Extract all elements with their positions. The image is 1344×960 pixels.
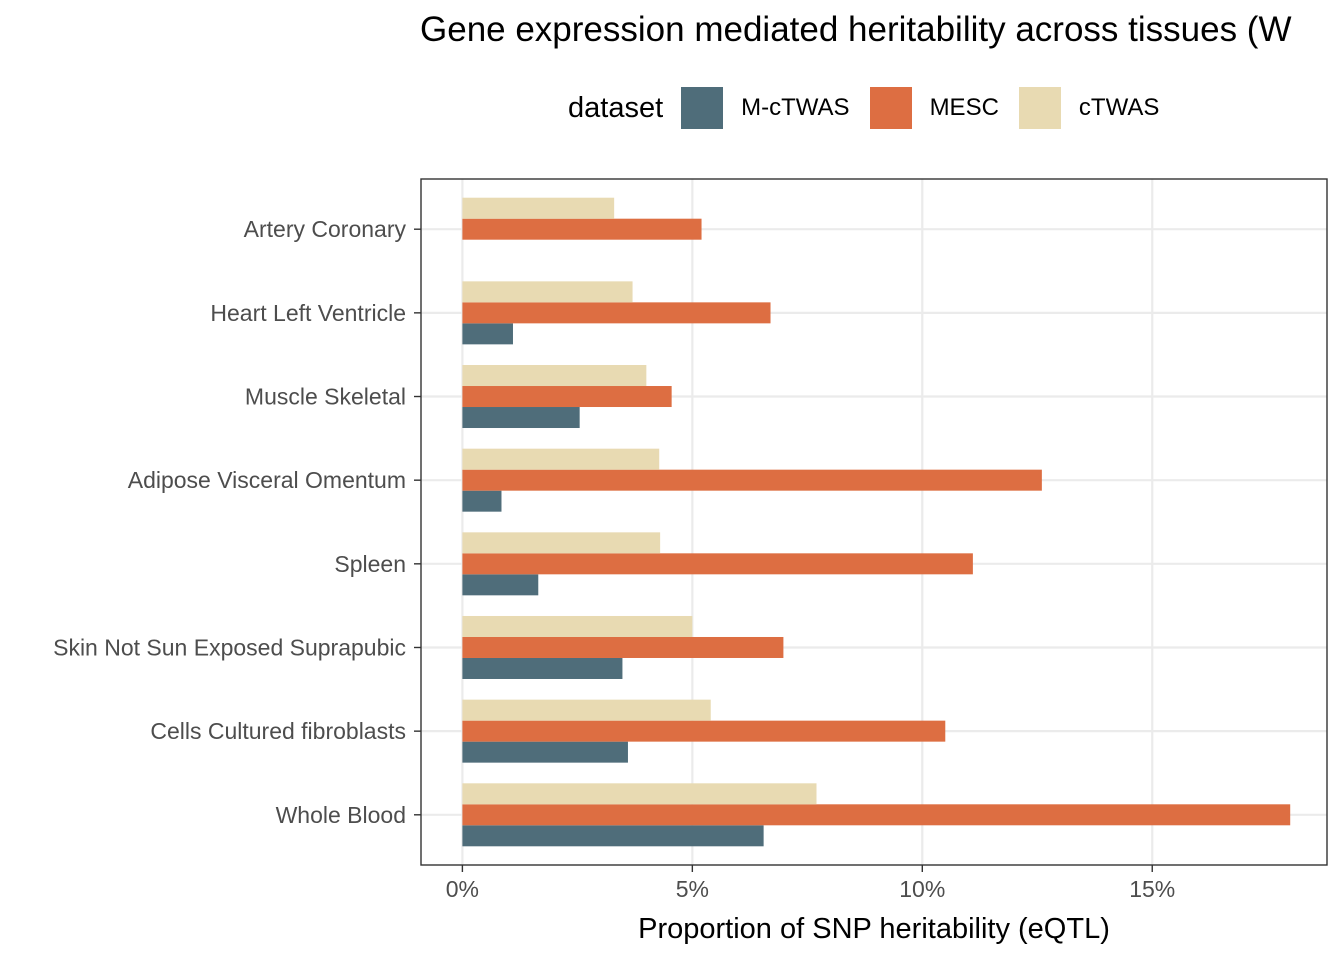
y-tick-label-muscle-skeletal: Muscle Skeletal	[245, 384, 406, 410]
y-tick-label-artery-coronary: Artery Coronary	[244, 216, 407, 242]
bar-ctwas-adipose-visceral-omentum	[462, 448, 660, 470]
y-tick-label-skin-not-sun-exposed-suprapubic: Skin Not Sun Exposed Suprapubic	[53, 634, 406, 660]
y-tick-label-spleen: Spleen	[334, 551, 406, 577]
bar-ctwas-spleen	[462, 532, 661, 554]
bar-m-ctwas-skin-not-sun-exposed-suprapubic	[462, 657, 623, 679]
y-tick-label-adipose-visceral-omentum: Adipose Visceral Omentum	[128, 467, 406, 493]
bar-m-ctwas-heart-left-ventricle	[462, 323, 513, 345]
x-tick-label: 0%	[446, 876, 479, 902]
bar-m-ctwas-muscle-skeletal	[462, 407, 580, 429]
legend: dataset M-cTWAS MESC cTWAS	[568, 86, 1179, 130]
legend-label-mesc: MESC	[929, 94, 999, 121]
bar-ctwas-muscle-skeletal	[462, 365, 647, 387]
legend-title: dataset	[568, 91, 664, 124]
legend-item-ctwas: cTWAS	[1018, 87, 1160, 129]
y-tick-label-cells-cultured-fibroblasts: Cells Cultured fibroblasts	[150, 718, 406, 744]
x-tick-label: 10%	[899, 876, 945, 902]
axis-layer: 0% 5% 10% 15% Artery Coronary Heart Left Vent…	[53, 216, 1175, 902]
panel-border	[420, 178, 1328, 866]
bar-mesc-cells-cultured-fibroblasts	[462, 720, 946, 742]
bar-ctwas-artery-coronary	[462, 197, 615, 219]
x-axis-title: Proportion of SNP heritability (eQTL)	[638, 913, 1110, 945]
legend-item-mesc: MESC	[869, 87, 999, 129]
legend-swatch-mesc	[869, 87, 912, 129]
chart-title: Gene expression mediated heritability ac…	[420, 10, 1292, 49]
bar-m-ctwas-adipose-visceral-omentum	[462, 490, 502, 512]
bar-mesc-skin-not-sun-exposed-suprapubic	[462, 636, 784, 658]
bar-mesc-whole-blood	[462, 804, 1291, 826]
bar-m-ctwas-whole-blood	[462, 825, 764, 847]
legend-label-m-ctwas: M-cTWAS	[741, 94, 850, 121]
bar-mesc-spleen	[462, 553, 973, 575]
bar-m-ctwas-cells-cultured-fibroblasts	[462, 741, 628, 763]
legend-swatch-m-ctwas	[681, 87, 724, 129]
bar-mesc-muscle-skeletal	[462, 386, 672, 408]
bar-ctwas-cells-cultured-fibroblasts	[462, 699, 711, 721]
legend-item-m-ctwas: M-cTWAS	[681, 87, 850, 129]
bar-layer	[462, 197, 1291, 847]
bar-mesc-artery-coronary	[462, 218, 702, 240]
y-tick-label-whole-blood: Whole Blood	[276, 802, 406, 828]
bar-m-ctwas-spleen	[462, 574, 539, 596]
bar-mesc-heart-left-ventricle	[462, 302, 771, 324]
bar-ctwas-skin-not-sun-exposed-suprapubic	[462, 615, 693, 637]
bar-ctwas-whole-blood	[462, 783, 817, 805]
bar-mesc-adipose-visceral-omentum	[462, 469, 1042, 491]
x-tick-label: 5%	[676, 876, 709, 902]
bar-ctwas-heart-left-ventricle	[462, 281, 633, 303]
y-tick-label-heart-left-ventricle: Heart Left Ventricle	[210, 300, 406, 326]
legend-swatch-ctwas	[1018, 87, 1061, 129]
x-tick-label: 15%	[1129, 876, 1175, 902]
legend-label-ctwas: cTWAS	[1078, 94, 1160, 121]
